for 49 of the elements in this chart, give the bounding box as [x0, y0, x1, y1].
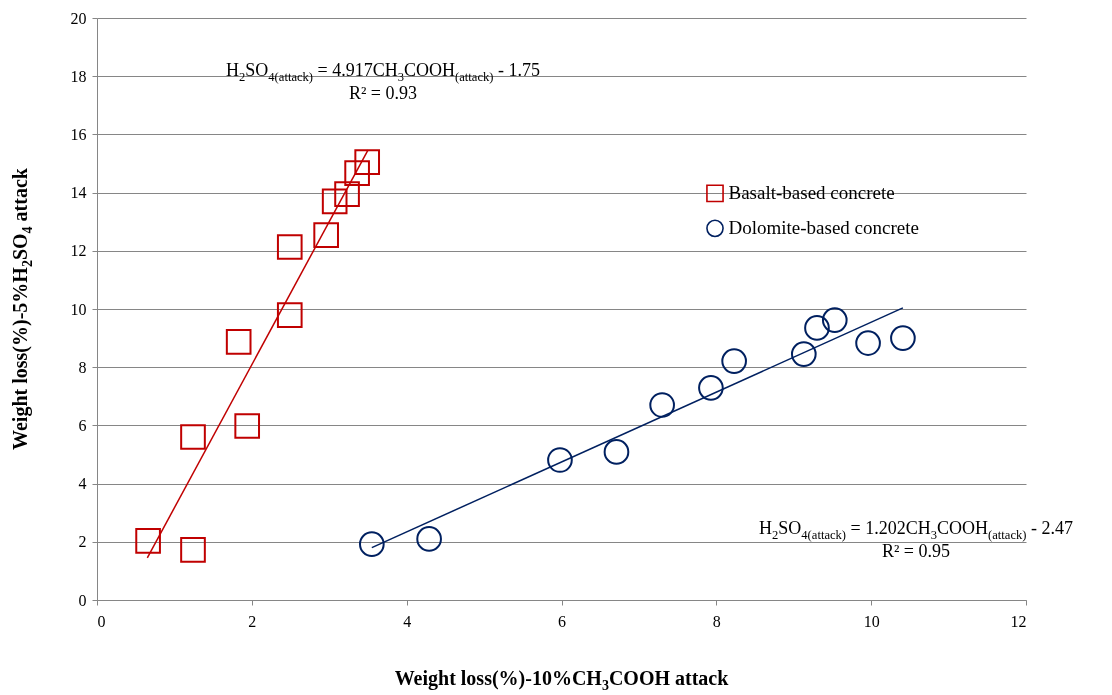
legend-label: Basalt-based concrete	[728, 182, 895, 204]
point	[334, 181, 360, 207]
point	[180, 537, 206, 563]
point	[698, 375, 724, 401]
legend-label: Dolomite-based concrete	[728, 217, 919, 239]
y-tick-label: 4	[78, 475, 87, 493]
y-tick-label: 16	[70, 125, 87, 143]
point	[180, 424, 206, 450]
y-tick-label: 14	[70, 184, 87, 202]
point	[321, 188, 348, 215]
point	[313, 222, 339, 248]
x-tick-label: 8	[712, 612, 721, 630]
point	[234, 413, 261, 439]
point	[603, 439, 630, 465]
text: H$_{2}$SO$_{4(attack)}$ = 1.202CH$_{3}$COOH$_{(attack)}$ - 2.47	[759, 518, 1073, 542]
annotation: R² = 0.95	[881, 541, 951, 562]
x-tick-label: 0	[97, 612, 106, 630]
x-tick-label: 2	[248, 612, 257, 630]
point	[855, 330, 881, 356]
point	[721, 348, 747, 374]
point	[890, 325, 916, 351]
point	[276, 302, 303, 328]
x-tick-label: 12	[1010, 612, 1027, 630]
point	[135, 528, 161, 554]
text: H$_{2}$SO$_{4(attack)}$ = 4.917CH$_{3}$COOH$_{(attack)}$ - 1.75	[226, 60, 540, 84]
y-tick-label: 8	[78, 358, 87, 376]
x-tick-label: 4	[403, 612, 412, 630]
x-tick-label: 10	[863, 612, 880, 630]
point	[225, 329, 252, 355]
point	[649, 392, 675, 418]
point	[276, 234, 303, 260]
point	[804, 315, 830, 341]
point	[416, 526, 442, 552]
point	[547, 447, 573, 473]
x-tick-label: 6	[558, 612, 566, 630]
point	[821, 307, 848, 333]
point	[790, 341, 817, 367]
point	[359, 531, 385, 557]
point	[344, 160, 370, 186]
y-tick-label: 20	[70, 9, 87, 27]
annotation: R² = 0.93	[348, 83, 418, 104]
y-tick-label: 12	[70, 242, 87, 260]
y-tick-label: 0	[78, 591, 87, 609]
y-tick-label: 6	[78, 416, 87, 434]
y-tick-label: 18	[70, 67, 87, 85]
point	[354, 149, 381, 175]
y-tick-label: 10	[70, 300, 87, 318]
y-tick-label: 2	[78, 533, 87, 551]
x-axis-title: Weight loss(%)-10%CH$_{3}$COOH attack	[394, 667, 729, 694]
